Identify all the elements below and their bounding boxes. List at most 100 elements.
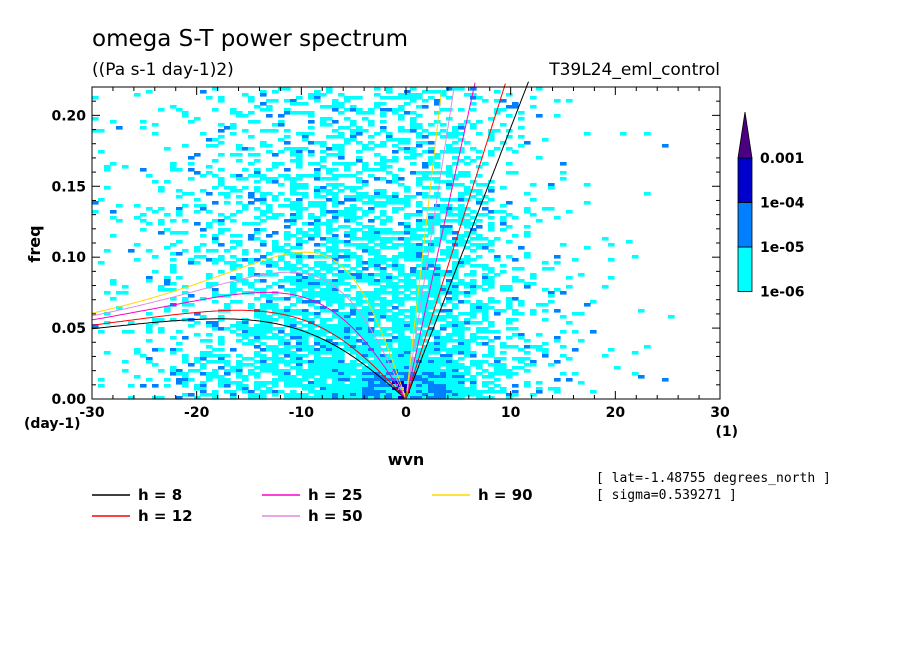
power-cell <box>476 243 483 247</box>
power-cell <box>356 264 363 268</box>
power-cell <box>494 312 501 316</box>
power-cell <box>404 198 411 202</box>
power-cell <box>356 315 363 319</box>
power-cell <box>446 147 453 151</box>
power-cell <box>314 162 321 166</box>
power-cell <box>182 204 189 208</box>
power-cell <box>230 132 237 136</box>
power-cell <box>422 171 429 175</box>
power-cell <box>416 321 423 325</box>
power-cell <box>302 240 309 244</box>
power-cell <box>338 144 345 148</box>
power-cell <box>452 174 459 178</box>
power-cell <box>242 252 249 256</box>
power-cell <box>446 231 453 235</box>
power-cell <box>284 267 291 271</box>
power-cell <box>212 258 219 262</box>
power-cell <box>356 318 363 322</box>
power-cell <box>362 225 369 229</box>
power-cell <box>176 276 183 280</box>
power-cell <box>314 336 321 340</box>
power-cell <box>314 96 321 100</box>
power-cell <box>464 300 471 304</box>
power-cell <box>440 372 447 376</box>
power-cell <box>494 255 501 259</box>
power-cell <box>260 324 267 328</box>
power-cell <box>338 147 345 151</box>
power-cell <box>278 297 285 301</box>
power-cell <box>230 330 237 334</box>
power-cell <box>224 228 231 232</box>
power-cell <box>332 120 339 124</box>
power-cell <box>320 201 327 205</box>
power-cell <box>314 315 321 319</box>
power-cell <box>458 213 465 217</box>
power-cell <box>266 345 273 349</box>
power-cell <box>260 294 267 298</box>
power-cell <box>422 351 429 355</box>
power-cell <box>194 222 201 226</box>
power-cell <box>482 303 489 307</box>
power-cell <box>464 318 471 322</box>
power-cell <box>344 276 351 280</box>
power-cell <box>392 255 399 259</box>
power-cell <box>422 396 429 400</box>
power-cell <box>242 186 249 190</box>
power-cell <box>380 246 387 250</box>
power-cell <box>440 129 447 133</box>
power-cell <box>194 249 201 253</box>
power-cell <box>200 174 207 178</box>
power-cell <box>332 360 339 364</box>
power-cell <box>452 267 459 271</box>
power-cell <box>302 312 309 316</box>
power-cell <box>332 393 339 397</box>
power-cell <box>338 321 345 325</box>
power-cell <box>368 135 375 139</box>
legend-label: h = 50 <box>308 507 363 525</box>
power-cell <box>392 321 399 325</box>
power-cell <box>440 234 447 238</box>
power-cell <box>332 198 339 202</box>
power-cell <box>434 171 441 175</box>
power-cell <box>458 333 465 337</box>
power-cell <box>230 381 237 385</box>
legend-label: h = 25 <box>308 486 363 504</box>
power-cell <box>452 375 459 379</box>
power-cell <box>254 333 261 337</box>
power-cell <box>338 342 345 346</box>
power-cell <box>362 324 369 328</box>
power-cell <box>506 114 513 118</box>
power-cell <box>272 246 279 250</box>
power-cell <box>206 345 213 349</box>
power-cell <box>236 264 243 268</box>
power-cell <box>410 357 417 361</box>
power-cell <box>506 345 513 349</box>
power-cell <box>446 372 453 376</box>
power-cell <box>314 300 321 304</box>
power-cell <box>338 276 345 280</box>
power-cell <box>326 270 333 274</box>
power-cell <box>284 306 291 310</box>
power-cell <box>386 291 393 295</box>
power-cell <box>326 336 333 340</box>
power-cell <box>218 360 225 364</box>
power-cell <box>260 279 267 283</box>
power-cell <box>410 249 417 253</box>
power-cell <box>194 384 201 388</box>
power-cell <box>296 276 303 280</box>
power-cell <box>182 285 189 289</box>
power-cell <box>476 192 483 196</box>
power-cell <box>386 273 393 277</box>
power-cell <box>218 213 225 217</box>
power-cell <box>464 213 471 217</box>
power-cell <box>362 261 369 265</box>
power-cell <box>260 243 267 247</box>
power-cell <box>398 147 405 151</box>
power-cell <box>476 327 483 331</box>
power-cell <box>356 228 363 232</box>
power-cell <box>254 237 261 241</box>
power-cell <box>248 261 255 265</box>
power-cell <box>368 174 375 178</box>
power-cell <box>428 228 435 232</box>
power-cell <box>236 174 243 178</box>
